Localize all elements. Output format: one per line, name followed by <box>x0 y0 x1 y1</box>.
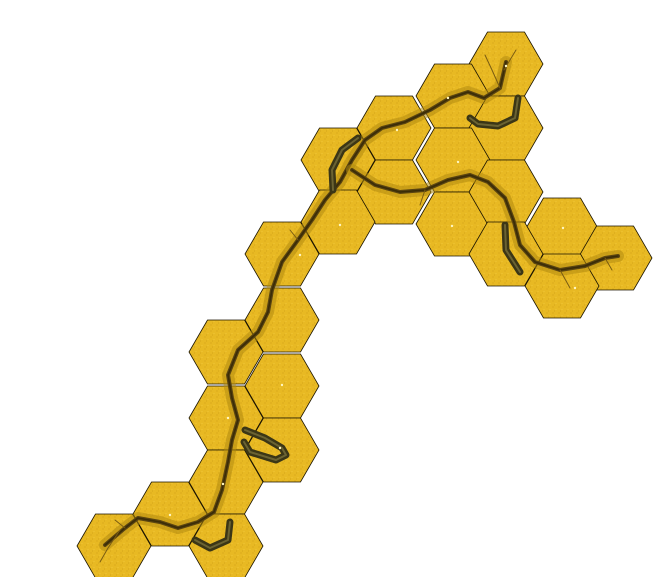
terrain-speck <box>278 446 282 450</box>
cliff-ridges <box>191 94 524 552</box>
terrain-speck <box>395 128 399 132</box>
hex-tile[interactable] <box>188 319 264 385</box>
terrain-speck <box>221 482 225 486</box>
terrain-speck <box>456 160 460 164</box>
terrain-speck <box>573 286 577 290</box>
river-network <box>99 49 624 563</box>
terrain-speck <box>504 64 508 68</box>
terrain-speck <box>298 253 302 257</box>
terrain-speck <box>561 226 565 230</box>
terrain-speck <box>168 513 172 517</box>
terrain-speck <box>280 383 284 387</box>
terrain-speck <box>446 96 450 100</box>
hex-grid <box>76 31 653 577</box>
terrain-speck <box>226 416 230 420</box>
terrain-speck <box>338 223 342 227</box>
terrain-specks <box>168 64 577 517</box>
terrain-speck <box>450 224 454 228</box>
